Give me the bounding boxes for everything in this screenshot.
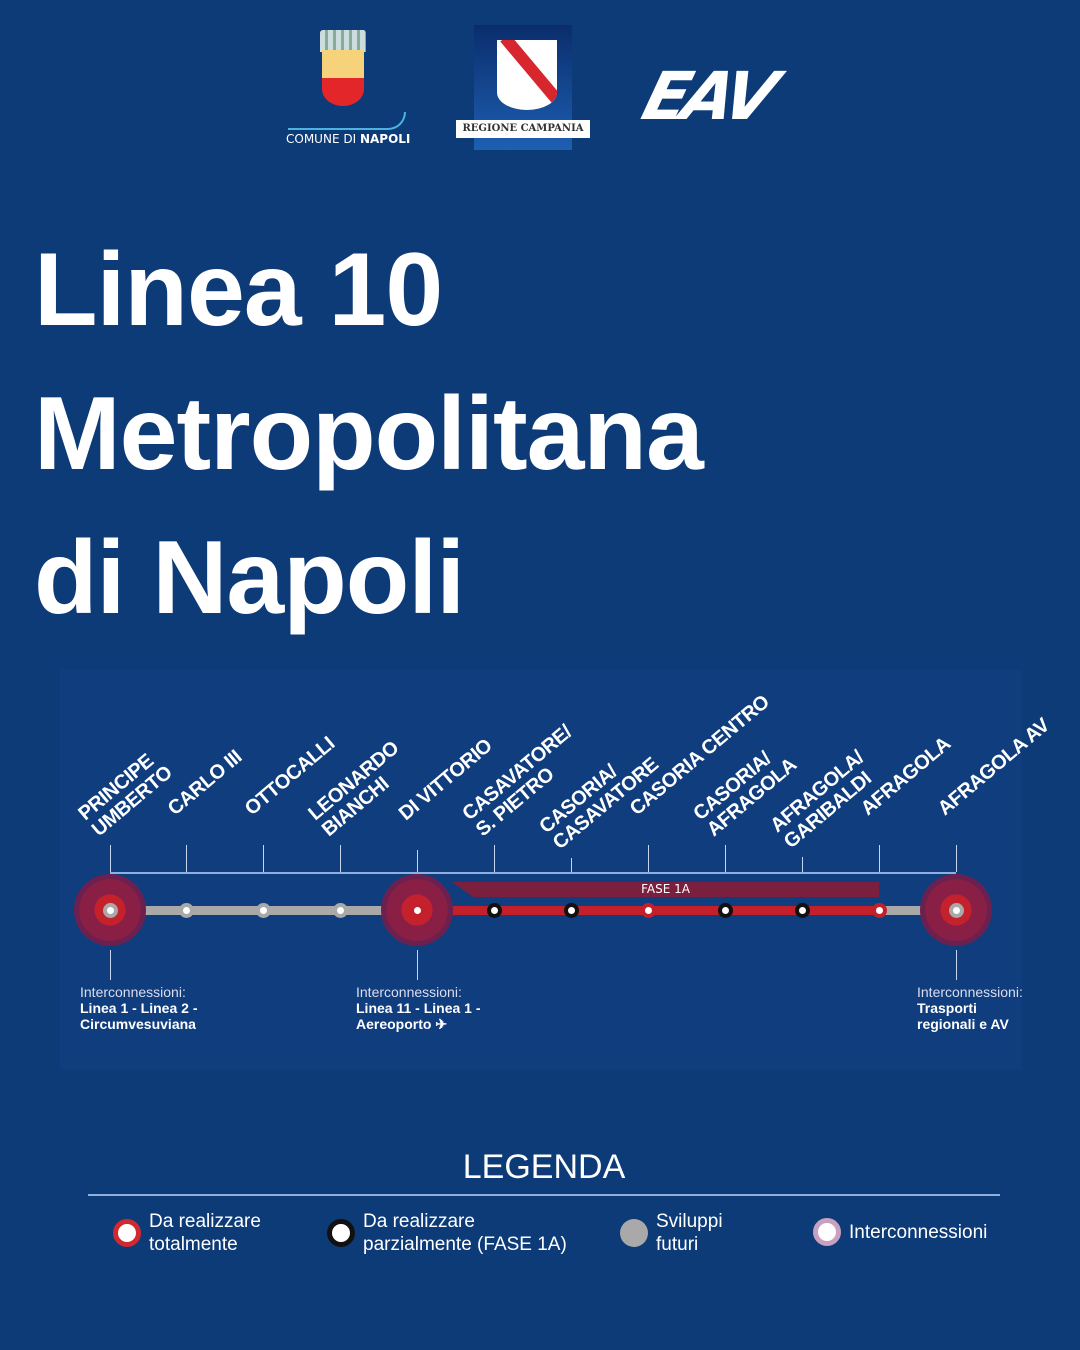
station-interconnection-red-icon: [410, 903, 425, 918]
interconnection-note: Interconnessioni: Trasporti regionali e AV: [917, 984, 1023, 1032]
station-future-icon: [256, 903, 271, 918]
legend-title: LEGENDA: [462, 1148, 626, 1186]
station-tick: [956, 845, 957, 872]
legend-divider: [88, 1194, 1000, 1196]
comune-napoli-text: COMUNE DI NAPOLI: [286, 132, 411, 146]
interconnection-tick: [110, 950, 111, 980]
station-future-icon: [333, 903, 348, 918]
interconnection-tick: [417, 950, 418, 980]
station-interconnection-gray-icon: [949, 903, 964, 918]
title-line: di Napoli: [34, 520, 465, 636]
station-tick: [494, 845, 495, 872]
station-future-icon: [179, 903, 194, 918]
station-total-icon: [641, 903, 656, 918]
station-interconnection-gray-icon: [103, 903, 118, 918]
station-total-icon: [872, 903, 887, 918]
station-tick: [340, 845, 341, 872]
future-segment: [879, 906, 956, 915]
station-partial-icon: [564, 903, 579, 918]
legend-item-future: Sviluppi futuri: [620, 1210, 723, 1256]
interconnection-note: Interconnessioni: Linea 1 - Linea 2 - Circ…: [80, 984, 198, 1032]
wave-icon: [288, 112, 406, 130]
label-baseline: [110, 872, 956, 874]
station-tick: [879, 845, 880, 872]
station-tick: [571, 858, 572, 872]
title-line: Metropolitana: [34, 376, 704, 492]
black-station-icon: [327, 1219, 355, 1247]
campania-shield-icon: [497, 40, 557, 110]
station-tick: [417, 850, 418, 872]
station-partial-icon: [487, 903, 502, 918]
eav-logo: EAV: [634, 58, 781, 135]
page-title: Linea 10 Metropolitana di Napoli: [34, 218, 704, 650]
interconnection-tick: [956, 950, 957, 980]
title-line: Linea 10: [34, 232, 443, 348]
comune-napoli-logo: [322, 50, 364, 106]
station-tick: [110, 845, 111, 872]
fase-1a-band: FASE 1A: [452, 882, 879, 897]
station-tick: [725, 845, 726, 872]
interconnection-station-icon: [813, 1218, 841, 1246]
regione-campania-text: REGIONE CAMPANIA: [456, 120, 590, 138]
station-partial-icon: [718, 903, 733, 918]
station-tick: [263, 845, 264, 872]
gray-station-icon: [620, 1219, 648, 1247]
station-tick: [802, 857, 803, 872]
red-station-icon: [113, 1219, 141, 1247]
station-tick: [186, 845, 187, 872]
legend-item-interconnection: Interconnessioni: [813, 1218, 987, 1246]
legend-item-total: Da realizzare totalmente: [113, 1210, 261, 1256]
napoli-crown-icon: [320, 30, 366, 52]
station-partial-icon: [795, 903, 810, 918]
legend-item-partial: Da realizzare parzialmente (FASE 1A): [327, 1210, 567, 1256]
station-tick: [648, 845, 649, 872]
interconnection-note: Interconnessioni: Linea 11 - Linea 1 - Aer…: [356, 984, 481, 1032]
line-map: [60, 670, 1022, 1070]
